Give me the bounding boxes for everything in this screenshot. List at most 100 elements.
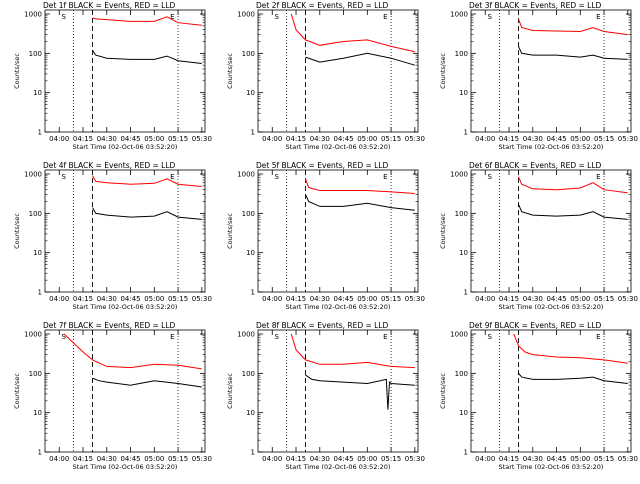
y-tick-label: 1000	[24, 11, 42, 19]
x-tick-label: 04:45	[120, 135, 140, 143]
x-tick-label: 05:00	[357, 295, 377, 303]
panel-title: Det 5f BLACK = Events, RED = LLD	[256, 161, 389, 170]
x-tick-label: 05:15	[594, 135, 614, 143]
e-marker-label: E	[383, 13, 387, 21]
plot-frame	[44, 329, 206, 453]
x-axis-label: Start Time (02-Oct-06 03:52:20)	[286, 143, 391, 151]
series-line-lld	[92, 175, 202, 187]
x-tick-label: 04:00	[49, 455, 69, 463]
chart-panel-3: Det 3f BLACK = Events, RED = LLD S E 1 10 100…	[439, 1, 638, 151]
x-tick-label: 05:30	[405, 295, 425, 303]
x-tick-label: 04:15	[499, 295, 519, 303]
x-tick-label: 04:30	[310, 455, 330, 463]
s-marker-label: S	[275, 13, 280, 21]
x-tick-label: 04:45	[333, 295, 353, 303]
x-axis-label: Start Time (02-Oct-06 03:52:20)	[286, 463, 391, 471]
y-tick-label: 1	[38, 449, 42, 457]
x-tick-label: 05:30	[405, 135, 425, 143]
plot-frame	[257, 169, 419, 293]
x-tick-label: 04:15	[73, 455, 93, 463]
panel-title: Det 6f BLACK = Events, RED = LLD	[469, 161, 602, 170]
x-tick-label: 05:00	[570, 455, 590, 463]
plot-frame	[44, 9, 206, 133]
x-tick-label: 05:30	[618, 295, 638, 303]
series-line-lld	[518, 176, 628, 194]
y-axis-label: Counts/sec	[226, 213, 234, 249]
x-tick-label: 04:45	[120, 295, 140, 303]
series-line-events	[305, 194, 415, 211]
x-tick-label: 04:45	[333, 455, 353, 463]
x-tick-label: 04:00	[475, 295, 495, 303]
e-marker-label: E	[170, 13, 174, 21]
x-tick-label: 04:15	[499, 135, 519, 143]
y-tick-label: 100	[242, 210, 255, 218]
x-tick-label: 05:00	[570, 135, 590, 143]
series-line-events	[518, 46, 628, 60]
y-tick-label: 100	[242, 370, 255, 378]
x-axis-label: Start Time (02-Oct-06 03:52:20)	[499, 303, 604, 311]
x-tick-label: 04:15	[286, 455, 306, 463]
x-tick-label: 05:00	[357, 455, 377, 463]
panel-title: Det 4f BLACK = Events, RED = LLD	[43, 161, 176, 170]
y-tick-label: 100	[29, 210, 42, 218]
e-marker-label: E	[596, 173, 600, 181]
x-tick-label: 05:15	[168, 295, 188, 303]
y-tick-label: 1	[464, 449, 468, 457]
x-tick-label: 04:30	[523, 135, 543, 143]
x-tick-label: 05:15	[168, 455, 188, 463]
y-tick-label: 100	[455, 50, 468, 58]
plot-frame	[257, 329, 419, 453]
chart-panel-9: Det 9f BLACK = Events, RED = LLD S E 1 10 100…	[439, 321, 638, 471]
y-tick-label: 1000	[237, 171, 255, 179]
x-tick-label: 05:30	[618, 135, 638, 143]
y-tick-label: 10	[33, 89, 42, 97]
series-line-lld	[305, 178, 415, 194]
x-tick-label: 04:15	[73, 295, 93, 303]
x-tick-label: 05:00	[144, 455, 164, 463]
y-tick-label: 1000	[450, 171, 468, 179]
x-tick-label: 05:30	[192, 455, 212, 463]
y-tick-label: 10	[459, 249, 468, 257]
y-axis-label: Counts/sec	[439, 213, 447, 249]
x-tick-label: 04:45	[120, 455, 140, 463]
plot-frame	[470, 329, 632, 453]
y-tick-label: 10	[459, 89, 468, 97]
x-tick-label: 05:00	[357, 135, 377, 143]
y-axis-label: Counts/sec	[439, 373, 447, 409]
y-tick-label: 1000	[237, 331, 255, 339]
chart-panel-1: Det 1f BLACK = Events, RED = LLD S E 1 10 100…	[13, 1, 212, 151]
x-tick-label: 05:00	[144, 135, 164, 143]
s-marker-label: S	[275, 333, 280, 341]
x-tick-label: 04:30	[97, 135, 117, 143]
plot-frame	[470, 9, 632, 133]
y-tick-label: 1000	[24, 331, 42, 339]
x-tick-label: 05:15	[381, 295, 401, 303]
x-tick-label: 05:00	[570, 295, 590, 303]
panel-title: Det 1f BLACK = Events, RED = LLD	[43, 1, 176, 10]
chart-panel-5: Det 5f BLACK = Events, RED = LLD S E 1 10 100…	[226, 161, 425, 311]
y-tick-label: 1000	[450, 11, 468, 19]
e-marker-label: E	[383, 173, 387, 181]
panel-title: Det 7f BLACK = Events, RED = LLD	[43, 321, 176, 330]
x-tick-label: 04:15	[499, 455, 519, 463]
x-tick-label: 04:45	[333, 135, 353, 143]
x-tick-label: 04:30	[97, 455, 117, 463]
x-tick-label: 05:30	[192, 135, 212, 143]
y-tick-label: 100	[242, 50, 255, 58]
x-axis-label: Start Time (02-Oct-06 03:52:20)	[73, 463, 178, 471]
x-tick-label: 04:00	[475, 135, 495, 143]
y-tick-label: 10	[33, 249, 42, 257]
x-tick-label: 04:15	[286, 295, 306, 303]
series-line-events	[92, 377, 202, 388]
plot-frame	[257, 9, 419, 133]
series-line-events	[518, 204, 628, 220]
y-axis-label: Counts/sec	[226, 53, 234, 89]
x-tick-label: 05:15	[594, 455, 614, 463]
x-tick-label: 04:00	[262, 295, 282, 303]
y-axis-label: Counts/sec	[439, 53, 447, 89]
x-tick-label: 04:15	[286, 135, 306, 143]
y-axis-label: Counts/sec	[226, 373, 234, 409]
y-tick-label: 1000	[450, 331, 468, 339]
s-marker-label: S	[275, 173, 280, 181]
panel-title: Det 2f BLACK = Events, RED = LLD	[256, 1, 389, 10]
